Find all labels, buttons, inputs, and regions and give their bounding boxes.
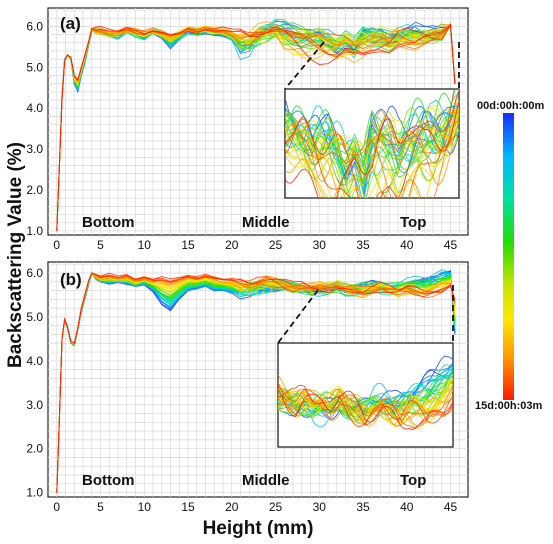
inset-profile-curve (278, 369, 453, 417)
inset-profile-curve (278, 384, 453, 427)
y-tick-label: 5.0 (26, 310, 43, 324)
annotation-middle-a: Middle (242, 214, 290, 231)
x-tick-label: 35 (356, 238, 370, 252)
inset-profile-curve (278, 379, 453, 419)
x-tick-label: 30 (313, 500, 327, 514)
ticks-b: 0 5 10 15 20 25 30 35 40 45 1.0 2.0 3.0 4.0 5.0 6.0 (26, 266, 457, 514)
colorbar: 00d:00h:00m 15d:00h:03m (475, 100, 544, 412)
annotation-top-a: Top (400, 214, 426, 231)
inset-profile-curve (278, 385, 453, 426)
y-axis-label: Backscattering Value (%) (5, 142, 26, 368)
annotation-middle-b: Middle (242, 472, 290, 489)
annotation-bottom-b: Bottom (82, 472, 135, 489)
inset-profile-curve (285, 130, 459, 165)
inset-profile-curve (285, 99, 459, 198)
y-tick-label: 3.0 (26, 142, 43, 156)
annotation-top-b: Top (400, 472, 426, 489)
inset-profile-curve (285, 102, 459, 198)
inset-profile-curve (285, 109, 459, 182)
inset-profile-curve (285, 117, 459, 198)
inset-profile-curve (285, 102, 459, 187)
y-tick-label: 1.0 (26, 486, 43, 500)
annotation-bottom-a: Bottom (82, 214, 135, 231)
inset-profile-curve (285, 119, 459, 198)
x-tick-label: 0 (53, 238, 60, 252)
y-tick-label: 2.0 (26, 183, 43, 197)
x-tick-label: 25 (269, 238, 283, 252)
zoom-line-left-a (284, 41, 325, 90)
x-tick-label: 45 (444, 500, 458, 514)
x-tick-label: 20 (225, 238, 239, 252)
x-tick-label: 0 (53, 500, 60, 514)
inset-b (277, 342, 454, 448)
y-tick-label: 6.0 (26, 266, 43, 280)
zoom-line-left-b (277, 289, 319, 344)
panel-a: 0 5 10 15 20 25 30 35 40 45 1.0 2.0 3.0 4.0 5.0 6.0 (a)… (26, 7, 469, 252)
y-tick-label: 5.0 (26, 60, 43, 74)
x-tick-label: 40 (400, 238, 414, 252)
inset-profile-curve (285, 117, 459, 187)
inset-profile-curve (285, 89, 459, 198)
x-tick-label: 10 (138, 500, 152, 514)
panel-b: 0 5 10 15 20 25 30 35 40 45 1.0 2.0 3.0 4.0 5.0 6.0 (b)… (26, 261, 469, 514)
x-tick-label: 10 (138, 238, 152, 252)
inset-profile-curve (285, 90, 459, 195)
x-tick-label: 35 (356, 500, 370, 514)
inset-profile-curve (285, 89, 455, 198)
y-tick-label: 3.0 (26, 398, 43, 412)
x-tick-label: 15 (181, 238, 195, 252)
inset-profile-curve (285, 101, 459, 198)
inset-profile-curve (285, 104, 459, 198)
inset-profile-curve (278, 364, 453, 421)
profile-curve (56, 22, 456, 231)
x-tick-label: 40 (400, 500, 414, 514)
panel-label-a: (a) (60, 14, 81, 33)
x-tick-label: 5 (97, 500, 104, 514)
inset-profile-curve (285, 109, 459, 186)
colorbar-top-label: 00d:00h:00m (477, 100, 544, 112)
profile-curve (56, 272, 456, 493)
curves-a (56, 18, 456, 231)
x-axis-label: Height (mm) (203, 518, 314, 539)
panel-label-b: (b) (60, 270, 82, 289)
x-tick-label: 30 (313, 238, 327, 252)
y-tick-label: 4.0 (26, 101, 43, 115)
y-tick-label: 4.0 (26, 354, 43, 368)
y-tick-label: 6.0 (26, 19, 43, 33)
y-tick-label: 1.0 (26, 224, 43, 238)
x-tick-label: 45 (444, 238, 458, 252)
inset-profile-curve (278, 375, 453, 427)
y-tick-label: 2.0 (26, 442, 43, 456)
x-tick-label: 5 (97, 238, 104, 252)
inset-profile-curve (278, 377, 453, 426)
inset-profile-curve (285, 99, 459, 192)
x-tick-label: 20 (225, 500, 239, 514)
inset-profile-curve (285, 89, 459, 198)
colorbar-bottom-label: 15d:00h:03m (475, 400, 542, 412)
x-tick-label: 15 (181, 500, 195, 514)
inset-profile-curve (278, 387, 453, 431)
inset-curves-a (285, 89, 459, 198)
inset-curves-b (278, 355, 453, 431)
curves-b (56, 269, 456, 493)
x-tick-label: 25 (269, 500, 283, 514)
inset-profile-curve (278, 382, 453, 429)
inset-profile-curve (285, 101, 459, 198)
ticks-a: 0 5 10 15 20 25 30 35 40 45 1.0 2.0 3.0 4.0 5.0 6.0 (26, 19, 457, 252)
colorbar-gradient (503, 113, 514, 400)
